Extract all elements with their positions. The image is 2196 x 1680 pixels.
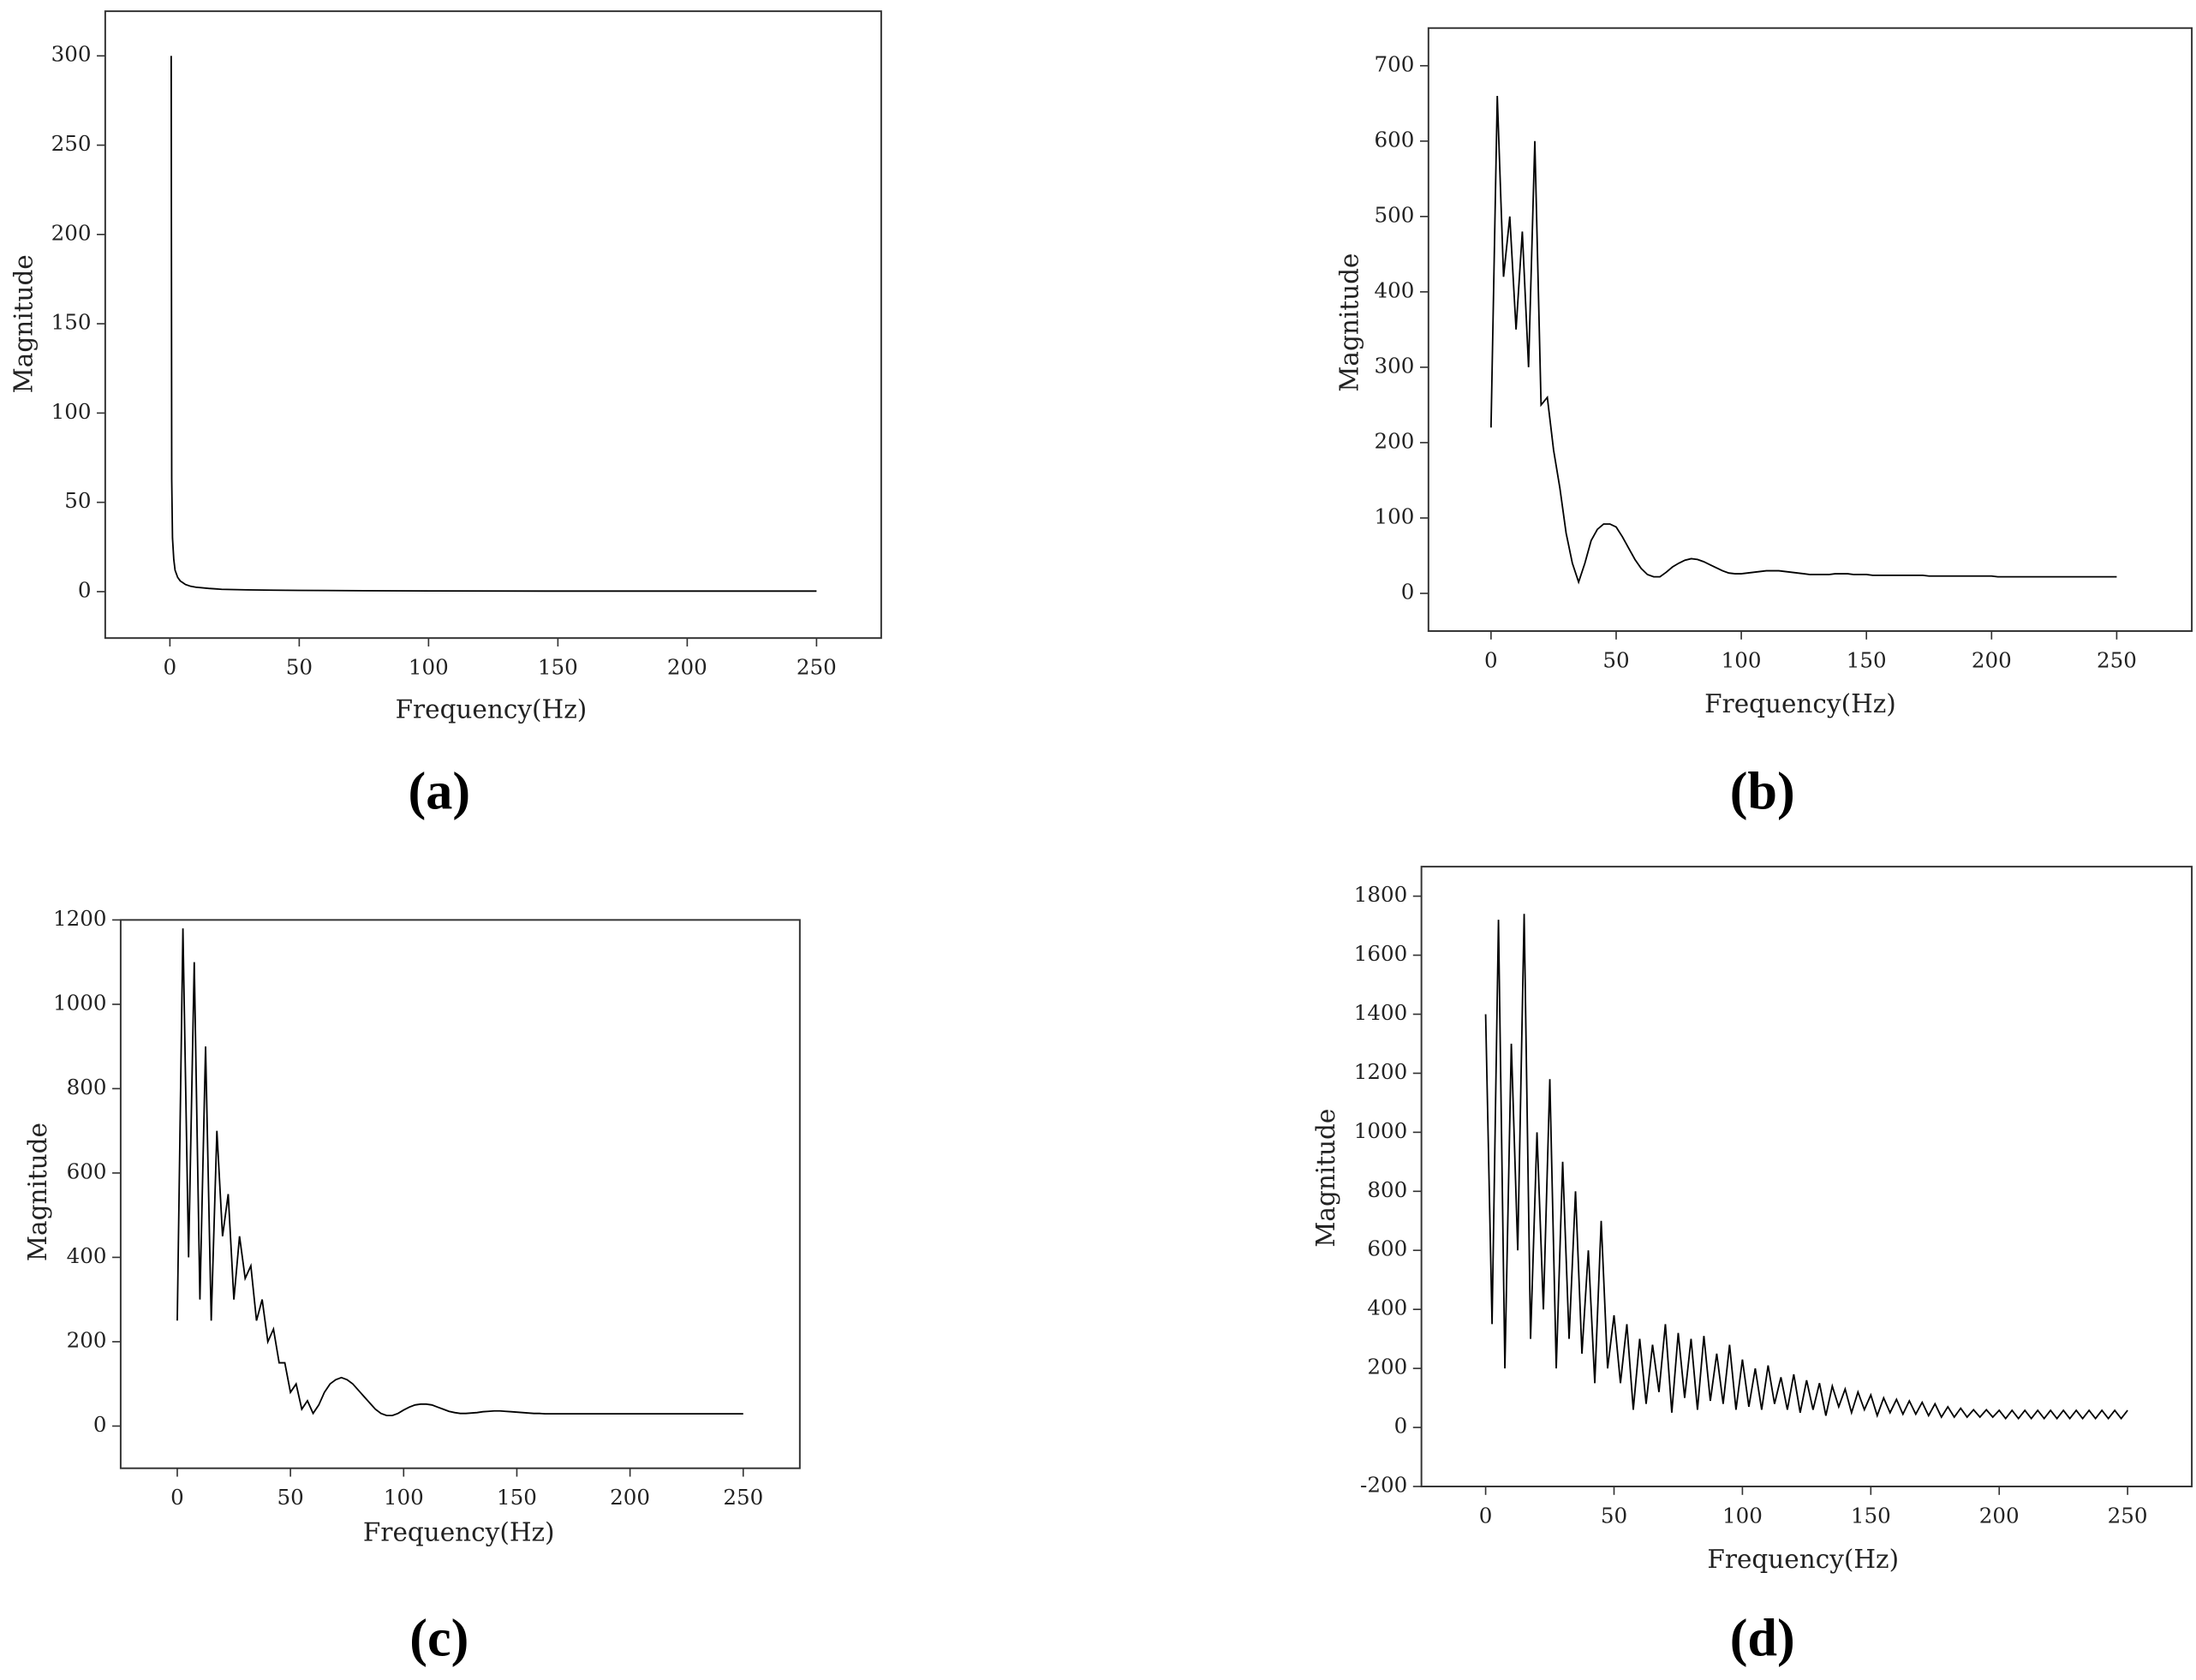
y-tick-label: 0 (78, 577, 92, 602)
y-tick-label: -200 (1360, 1472, 1407, 1497)
y-tick-label: 600 (67, 1159, 107, 1183)
data-line (1489, 95, 2117, 585)
y-tick-label: 300 (1375, 353, 1415, 378)
y-tick-label: 400 (1367, 1296, 1407, 1320)
y-axis-label: Magnitude (1335, 253, 1364, 392)
y-axis-label: Magnitude (1311, 1109, 1340, 1248)
x-tick-label: 150 (497, 1485, 537, 1510)
panel-label: (b) (1730, 763, 1795, 821)
x-tick-label: 150 (1851, 1504, 1891, 1528)
y-tick-label: 0 (1394, 1414, 1408, 1439)
data-line (176, 928, 743, 1417)
plot-frame (119, 919, 801, 1469)
x-tick-label: 50 (277, 1485, 304, 1510)
y-tick-label: 1600 (1354, 941, 1408, 966)
x-tick-label: 100 (409, 655, 449, 680)
x-tick-label: 200 (1979, 1504, 2020, 1528)
panel-label: (c) (409, 1610, 468, 1668)
y-tick-label: 250 (51, 131, 92, 156)
x-tick-label: 250 (2108, 1504, 2148, 1528)
x-tick-label: 0 (1479, 1504, 1493, 1528)
x-tick-label: 100 (1722, 648, 1762, 673)
y-tick-label: 200 (51, 220, 92, 245)
x-tick-label: 250 (2097, 648, 2137, 673)
x-axis-label: Frequency(Hz) (396, 694, 588, 724)
x-tick-label: 200 (610, 1485, 650, 1510)
x-tick-label: 50 (1601, 1504, 1627, 1528)
x-tick-label: 250 (797, 655, 837, 680)
y-tick-label: 300 (51, 42, 92, 67)
x-tick-label: 250 (723, 1485, 763, 1510)
y-tick-label: 1200 (53, 906, 107, 931)
y-tick-label: 0 (1401, 579, 1415, 604)
y-tick-label: 1400 (1354, 1000, 1408, 1025)
y-tick-label: 100 (1375, 503, 1415, 528)
x-tick-label: 150 (538, 655, 578, 680)
y-tick-label: 500 (1375, 202, 1415, 227)
x-tick-label: 150 (1847, 648, 1887, 673)
y-axis-label: Magnitude (23, 1123, 52, 1261)
data-line (170, 56, 817, 593)
y-tick-label: 200 (1375, 428, 1415, 453)
y-tick-label: 1800 (1354, 882, 1408, 907)
plot-frame (1420, 866, 2193, 1487)
x-tick-label: 100 (1722, 1504, 1763, 1528)
y-tick-label: 100 (51, 399, 92, 424)
y-tick-label: 1000 (1354, 1118, 1408, 1143)
plot-frame (104, 10, 882, 640)
x-tick-label: 0 (164, 655, 177, 680)
x-tick-label: 50 (286, 655, 313, 680)
panel-label: (d) (1730, 1610, 1795, 1668)
y-tick-label: 200 (67, 1327, 107, 1352)
x-axis-label: Frequency(Hz) (1707, 1545, 1899, 1574)
panel-label: (a) (409, 763, 471, 821)
x-tick-label: 200 (667, 655, 707, 680)
y-tick-label: 1200 (1354, 1059, 1408, 1084)
y-tick-label: 150 (51, 310, 92, 335)
x-tick-label: 0 (1484, 648, 1498, 673)
x-axis-label: Frequency(Hz) (1704, 689, 1896, 718)
y-tick-label: 800 (1367, 1177, 1407, 1202)
x-tick-label: 0 (170, 1485, 184, 1510)
y-tick-label: 200 (1367, 1355, 1407, 1379)
x-axis-label: Frequency(Hz) (363, 1518, 555, 1547)
y-tick-label: 700 (1375, 51, 1415, 76)
y-tick-label: 600 (1367, 1236, 1407, 1261)
y-tick-label: 800 (67, 1075, 107, 1099)
x-tick-label: 100 (384, 1485, 424, 1510)
data-line (1484, 914, 2128, 1421)
y-tick-label: 50 (64, 488, 91, 513)
x-tick-label: 50 (1602, 648, 1629, 673)
y-tick-label: 1000 (53, 990, 107, 1015)
y-axis-label: Magnitude (9, 254, 38, 393)
y-tick-label: 600 (1375, 127, 1415, 152)
y-tick-label: 400 (1375, 277, 1415, 302)
y-tick-label: 400 (67, 1243, 107, 1268)
y-tick-label: 0 (93, 1412, 107, 1437)
plot-frame (1427, 27, 2193, 632)
x-tick-label: 200 (1972, 648, 2012, 673)
